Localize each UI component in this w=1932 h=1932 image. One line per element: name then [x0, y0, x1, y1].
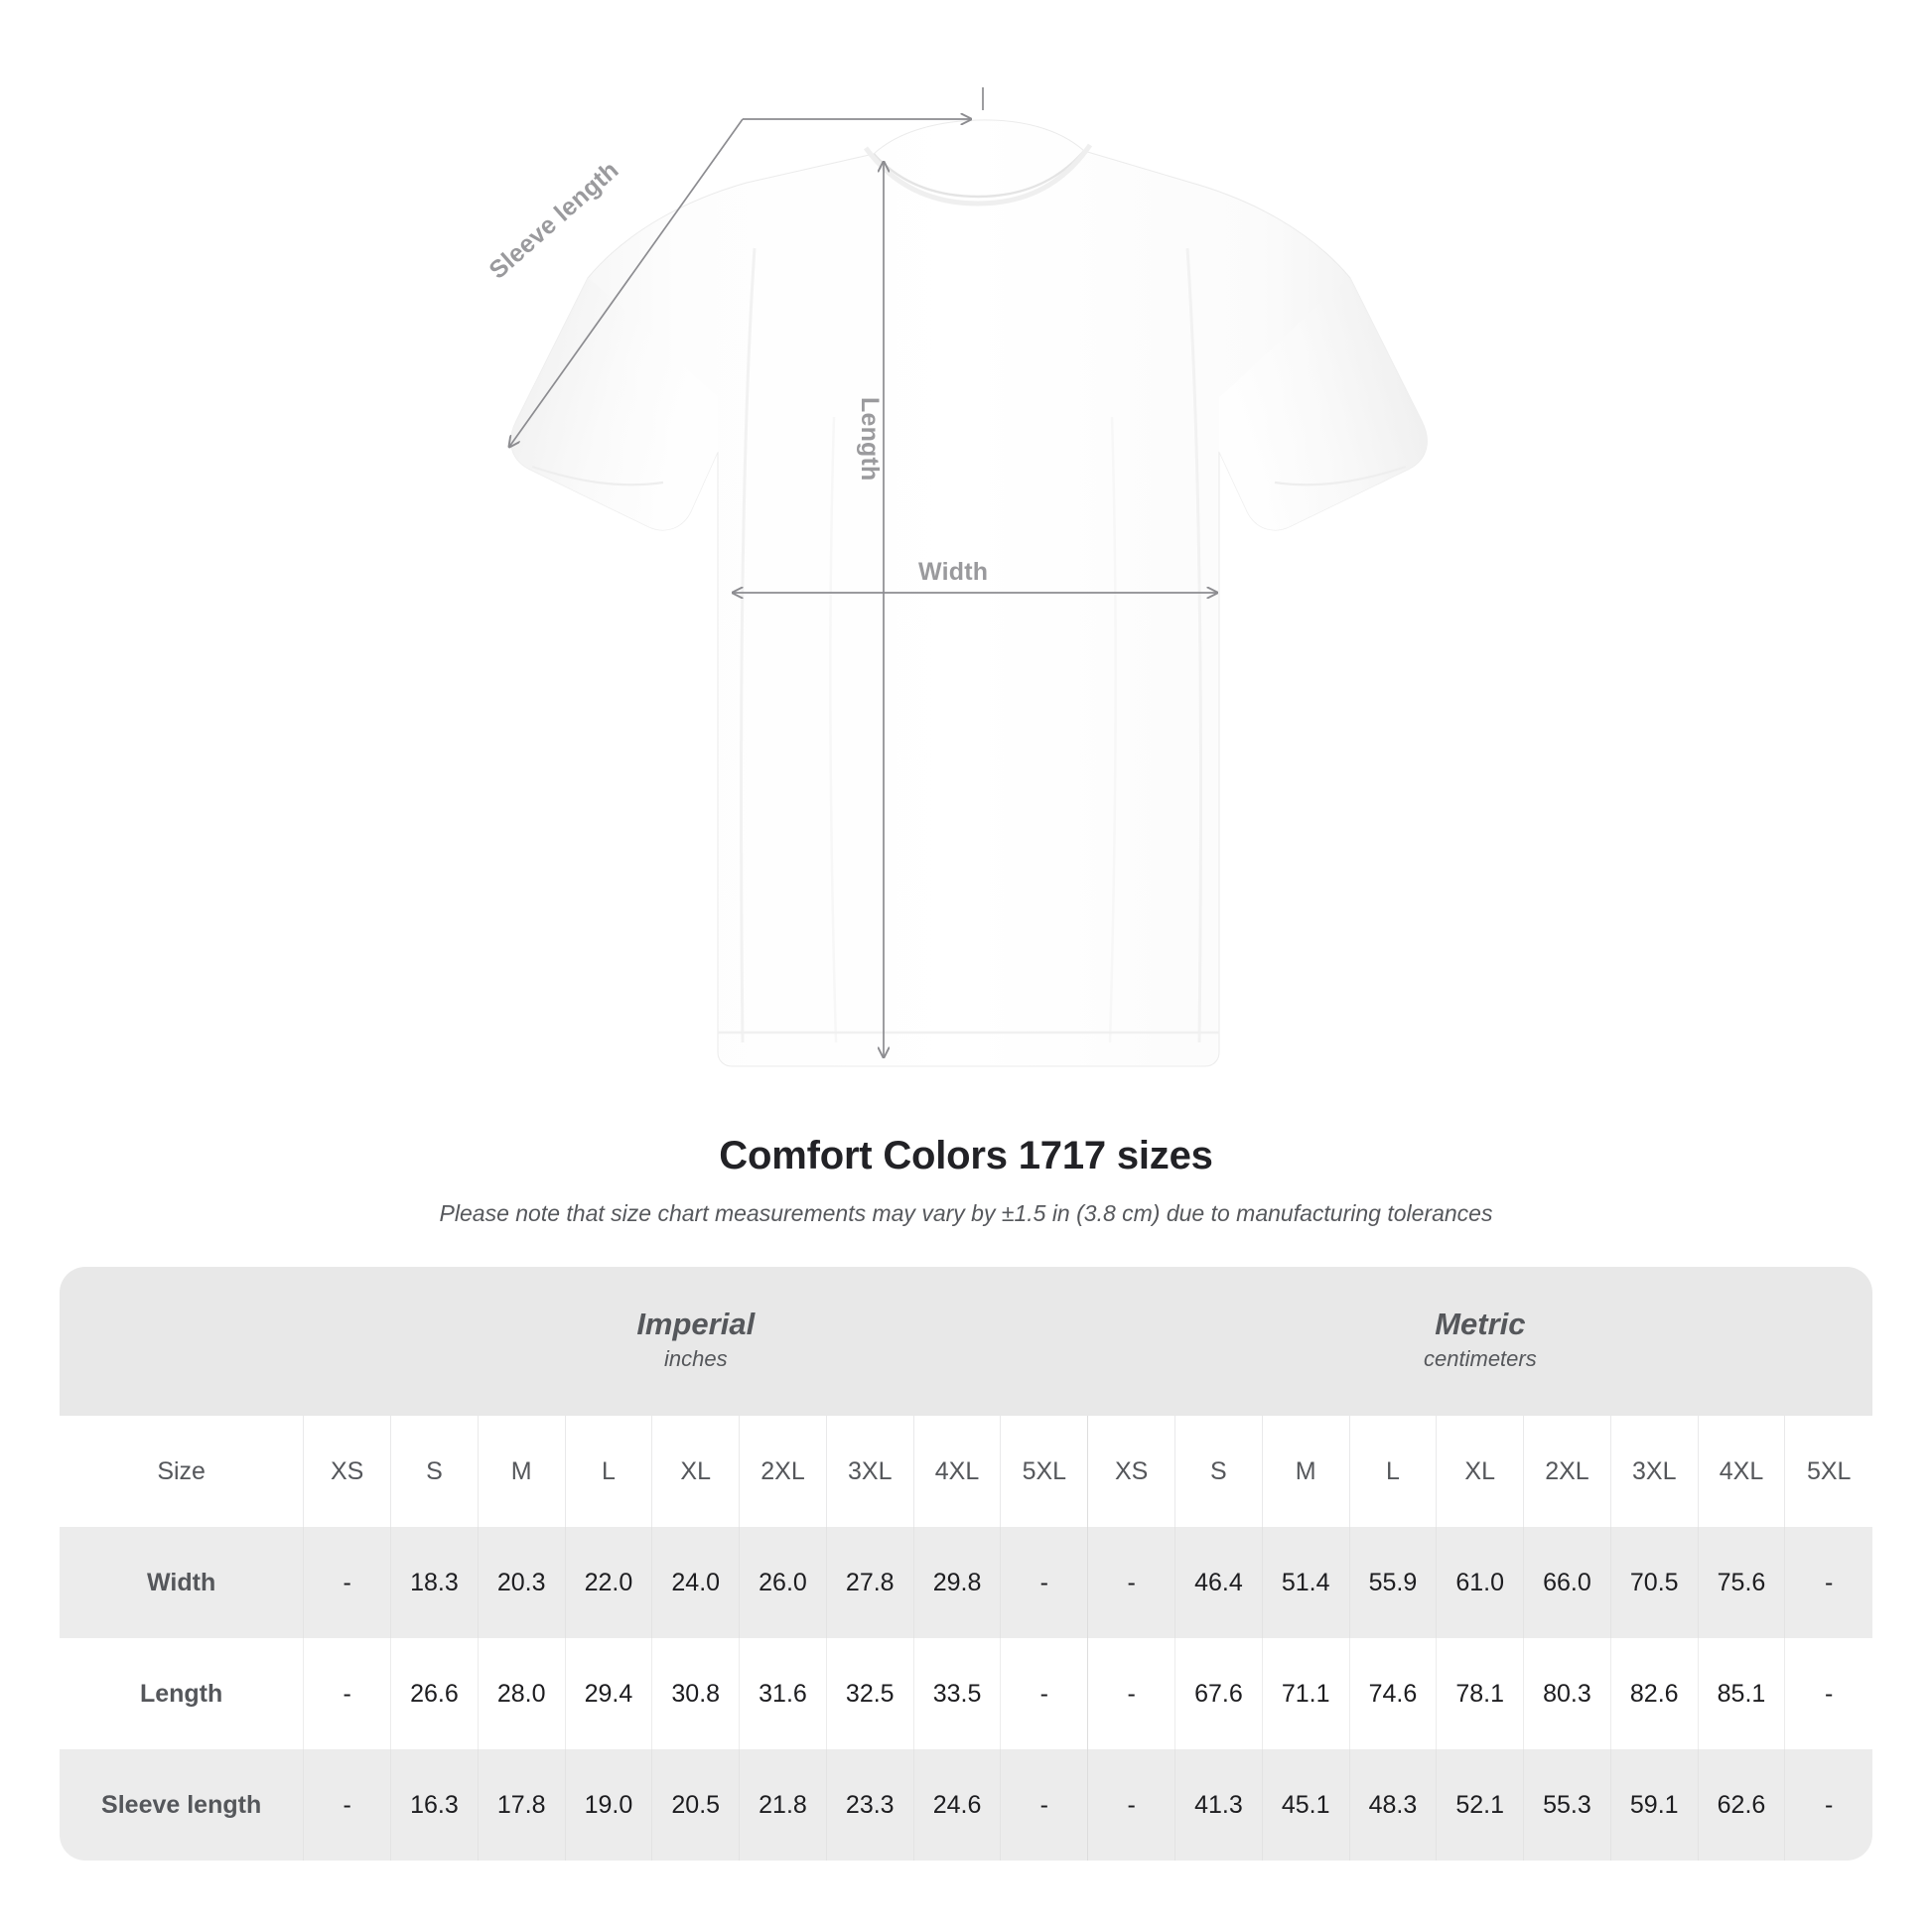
cell-width-imperial-xl: 24.0 — [651, 1527, 740, 1638]
size-header-imperial-l: L — [564, 1416, 652, 1527]
size-header-imperial-s: S — [390, 1416, 479, 1527]
cell-width-imperial-4xl: 29.8 — [912, 1527, 1001, 1638]
cell-width-metric-5xl: - — [1784, 1527, 1872, 1638]
unit-subtitle: inches — [663, 1346, 728, 1372]
size-header-metric-3xl: 3XL — [1609, 1416, 1699, 1527]
cell-width-imperial-l: 22.0 — [564, 1527, 652, 1638]
size-header-imperial-2xl: 2XL — [739, 1416, 827, 1527]
size-header-imperial-3xl: 3XL — [825, 1416, 914, 1527]
cell-length-metric-2xl: 80.3 — [1523, 1638, 1611, 1749]
cell-length-imperial-m: 28.0 — [477, 1638, 566, 1749]
cell-sleeve-length-imperial-xl: 20.5 — [651, 1749, 740, 1861]
cell-width-metric-l: 55.9 — [1348, 1527, 1437, 1638]
size-header-label: Size — [157, 1456, 206, 1485]
size-header-metric-2xl: 2XL — [1523, 1416, 1611, 1527]
cell-sleeve-length-imperial-xs: - — [303, 1749, 391, 1861]
cell-width-imperial-xs: - — [303, 1527, 391, 1638]
row-label-sleeve-length: Sleeve length — [60, 1749, 304, 1861]
cell-sleeve-length-metric-5xl: - — [1784, 1749, 1872, 1861]
cell-length-metric-4xl: 85.1 — [1697, 1638, 1785, 1749]
unit-banner-row: Imperial inches Metric centimeters — [60, 1267, 1872, 1416]
cell-sleeve-length-imperial-l: 19.0 — [564, 1749, 652, 1861]
page-title: Comfort Colors 1717 sizes — [719, 1134, 1213, 1177]
cell-sleeve-length-metric-m: 45.1 — [1261, 1749, 1350, 1861]
cell-length-imperial-xs: - — [303, 1638, 391, 1749]
size-header-metric-s: S — [1174, 1416, 1263, 1527]
cell-length-metric-5xl: - — [1784, 1638, 1872, 1749]
cell-width-metric-s: 46.4 — [1174, 1527, 1263, 1638]
size-header-imperial-m: M — [477, 1416, 566, 1527]
size-header-metric-xl: XL — [1436, 1416, 1524, 1527]
size-header-imperial-5xl: 5XL — [1000, 1416, 1088, 1527]
cell-width-metric-3xl: 70.5 — [1609, 1527, 1699, 1638]
unit-header-imperial: Imperial inches — [303, 1267, 1088, 1416]
tshirt-diagram: Sleeve length Length Width — [0, 87, 1428, 1067]
cell-width-imperial-5xl: - — [1000, 1527, 1088, 1638]
cell-width-metric-xl: 61.0 — [1436, 1527, 1524, 1638]
cell-length-imperial-2xl: 31.6 — [739, 1638, 827, 1749]
cell-sleeve-length-metric-xs: - — [1087, 1749, 1175, 1861]
cell-sleeve-length-metric-4xl: 62.6 — [1697, 1749, 1785, 1861]
cell-length-imperial-xl: 30.8 — [651, 1638, 740, 1749]
cell-sleeve-length-metric-2xl: 55.3 — [1523, 1749, 1611, 1861]
cell-width-imperial-m: 20.3 — [477, 1527, 566, 1638]
tshirt-illustration — [0, 87, 1428, 1067]
cell-length-metric-m: 71.1 — [1261, 1638, 1350, 1749]
cell-width-imperial-2xl: 26.0 — [739, 1527, 827, 1638]
measurement-lines — [509, 87, 1217, 1057]
size-header-imperial-xs: XS — [303, 1416, 391, 1527]
size-header-imperial-4xl: 4XL — [912, 1416, 1001, 1527]
cell-sleeve-length-imperial-5xl: - — [1000, 1749, 1088, 1861]
size-table-wrapper: Imperial inches Metric centimeters Size XS S M L… — [60, 1267, 1872, 1861]
size-header-metric-5xl: 5XL — [1784, 1416, 1872, 1527]
row-label-length: Length — [139, 1679, 223, 1708]
cell-length-imperial-s: 26.6 — [390, 1638, 479, 1749]
size-chart-table: Imperial inches Metric centimeters Size XS S M L… — [60, 1267, 1872, 1861]
size-header-metric-4xl: 4XL — [1697, 1416, 1785, 1527]
cell-sleeve-length-metric-l: 48.3 — [1348, 1749, 1437, 1861]
unit-name: Imperial — [636, 1306, 756, 1341]
length-label: Length — [856, 397, 884, 482]
cell-width-metric-4xl: 75.6 — [1697, 1527, 1785, 1638]
cell-length-metric-l: 74.6 — [1348, 1638, 1437, 1749]
size-header-imperial-xl: XL — [651, 1416, 740, 1527]
row-label-width: Width — [60, 1527, 304, 1638]
cell-sleeve-length-imperial-m: 17.8 — [477, 1749, 566, 1861]
tolerance-note: Please note that size chart measurements… — [439, 1200, 1493, 1226]
width-label: Width — [918, 558, 989, 586]
cell-sleeve-length-imperial-s: 16.3 — [390, 1749, 479, 1861]
size-header-metric-m: M — [1261, 1416, 1350, 1527]
chart-headings: Comfort Colors 1717 sizes Please note th… — [0, 1134, 1932, 1227]
table-row: Width -18.3 20.3 22.0 24.0 26.0 27.8 29.8- -46.4… — [60, 1527, 1872, 1638]
cell-sleeve-length-imperial-4xl: 24.6 — [912, 1749, 1001, 1861]
cell-length-metric-3xl: 82.6 — [1609, 1638, 1699, 1749]
cell-length-imperial-3xl: 32.5 — [825, 1638, 914, 1749]
unit-subtitle: centimeters — [1424, 1346, 1537, 1372]
cell-sleeve-length-metric-s: 41.3 — [1174, 1749, 1263, 1861]
unit-banner-spacer — [60, 1267, 304, 1416]
cell-width-metric-m: 51.4 — [1261, 1527, 1350, 1638]
cell-sleeve-length-imperial-2xl: 21.8 — [739, 1749, 827, 1861]
cell-width-metric-2xl: 66.0 — [1523, 1527, 1611, 1638]
size-header-row: Size XS S M L XL 2XL 3XL 4XL 5XL XS S M L XL 2XL 3XL 4XL 5… — [60, 1416, 1872, 1527]
size-header-metric-l: L — [1348, 1416, 1437, 1527]
cell-sleeve-length-imperial-3xl: 23.3 — [825, 1749, 914, 1861]
size-header-metric-xs: XS — [1087, 1416, 1175, 1527]
cell-length-metric-xl: 78.1 — [1436, 1638, 1524, 1749]
table-row: Length -26.6 28.0 29.4 30.8 31.6 32.5 33.5- -67.… — [60, 1638, 1872, 1749]
unit-name: Metric — [1435, 1306, 1526, 1341]
cell-length-imperial-l: 29.4 — [564, 1638, 652, 1749]
cell-length-imperial-5xl: - — [1000, 1638, 1088, 1749]
cell-length-imperial-4xl: 33.5 — [912, 1638, 1001, 1749]
table-row: Sleeve length -16.3 17.8 19.0 20.5 21.8 23.3 24… — [60, 1749, 1872, 1861]
cell-width-imperial-s: 18.3 — [390, 1527, 479, 1638]
unit-header-metric: Metric centimeters — [1087, 1267, 1872, 1416]
cell-length-metric-s: 67.6 — [1174, 1638, 1263, 1749]
cell-sleeve-length-metric-3xl: 59.1 — [1609, 1749, 1699, 1861]
cell-width-metric-xs: - — [1087, 1527, 1175, 1638]
cell-length-metric-xs: - — [1087, 1638, 1175, 1749]
cell-sleeve-length-metric-xl: 52.1 — [1436, 1749, 1524, 1861]
cell-width-imperial-3xl: 27.8 — [825, 1527, 914, 1638]
